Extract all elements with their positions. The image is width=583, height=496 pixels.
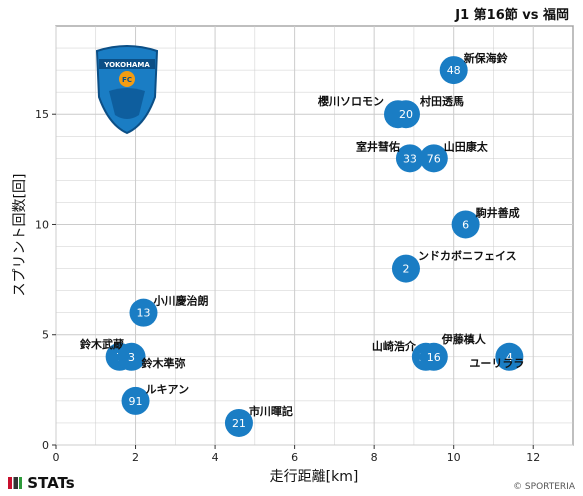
x-axis-ticks: 0 2 4 6 8 10 12 — [53, 445, 540, 464]
data-point — [224, 408, 253, 437]
point-number-label: 33 — [403, 152, 417, 165]
data-point — [419, 342, 448, 371]
y-axis-ticks: 0 5 10 15 — [35, 108, 56, 452]
data-point — [419, 144, 448, 173]
data-point — [451, 210, 480, 239]
brand-bars-icon — [8, 477, 22, 489]
y-tick-label: 5 — [42, 329, 49, 342]
stats-brand: STATs — [8, 474, 75, 492]
y-tick-label: 10 — [35, 218, 49, 231]
y-tick-label: 0 — [42, 439, 49, 452]
point-name-label: 市川暉記 — [249, 404, 293, 418]
point-name-label: 駒井善成 — [476, 205, 520, 219]
data-point — [117, 342, 146, 371]
data-point — [391, 254, 420, 283]
match-title: J1 第16節 vs 福岡 — [455, 8, 569, 23]
point-name-label: 山崎浩介 — [372, 339, 417, 353]
point-name-label: 新保海鈴 — [464, 51, 509, 65]
point-name-label: 鈴木準弥 — [142, 356, 186, 370]
point-name-label: 室井彗佑 — [356, 139, 400, 153]
point-number-label: 2 — [402, 263, 409, 276]
point-number-label: 76 — [427, 152, 441, 165]
point-number-label: 48 — [447, 64, 461, 77]
point-number-label: 16 — [427, 351, 441, 364]
point-name-label: 村田透馬 — [420, 94, 464, 108]
y-tick-label: 15 — [35, 108, 49, 121]
point-name-label: 伊藤槙人 — [441, 332, 487, 346]
copyright: © SPORTERIA — [513, 482, 575, 492]
point-name-label: ンドカボニフェイス — [418, 249, 517, 263]
x-tick-label: 0 — [53, 451, 60, 464]
data-point — [391, 100, 420, 129]
x-tick-label: 10 — [447, 451, 461, 464]
logo-badge: FC — [122, 76, 132, 84]
point-name-label: 櫻川ソロモン — [317, 94, 384, 108]
point-name-label: 鈴木武蔵 — [80, 337, 124, 351]
point-number-label: 20 — [399, 108, 413, 121]
point-number-label: 4 — [506, 351, 513, 364]
point-number-label: 21 — [232, 417, 246, 430]
x-tick-label: 12 — [526, 451, 540, 464]
point-name-label: ルキアン — [146, 383, 190, 396]
x-tick-label: 2 — [132, 451, 139, 464]
data-point — [395, 144, 424, 173]
data-point — [121, 386, 150, 415]
data-point — [129, 298, 158, 327]
data-point — [439, 56, 468, 85]
point-name-label: ユーリララ — [469, 357, 524, 370]
point-name-label: 小川慶治朗 — [152, 294, 208, 308]
point-number-label: 13 — [136, 307, 150, 320]
x-tick-label: 8 — [371, 451, 378, 464]
team-logo: YOKOHAMA FC — [95, 45, 159, 135]
y-axis-label: スプリント回数[回] — [12, 174, 28, 297]
point-number-label: 91 — [129, 395, 143, 408]
x-axis-label: 走行距離[km] — [270, 468, 359, 485]
point-number-label: 6 — [462, 218, 469, 231]
data-points: 48新保海鈴9櫻川ソロモン20村田透馬33室井彗佑76山田康太6駒井善成2ンドカ… — [80, 51, 524, 437]
logo-text: YOKOHAMA — [103, 61, 150, 69]
brand-text: STATs — [27, 474, 75, 492]
point-number-label: 3 — [128, 351, 135, 364]
x-tick-label: 6 — [291, 451, 298, 464]
data-point — [495, 342, 524, 371]
point-name-label: 山田康太 — [444, 139, 489, 153]
x-tick-label: 4 — [212, 451, 219, 464]
